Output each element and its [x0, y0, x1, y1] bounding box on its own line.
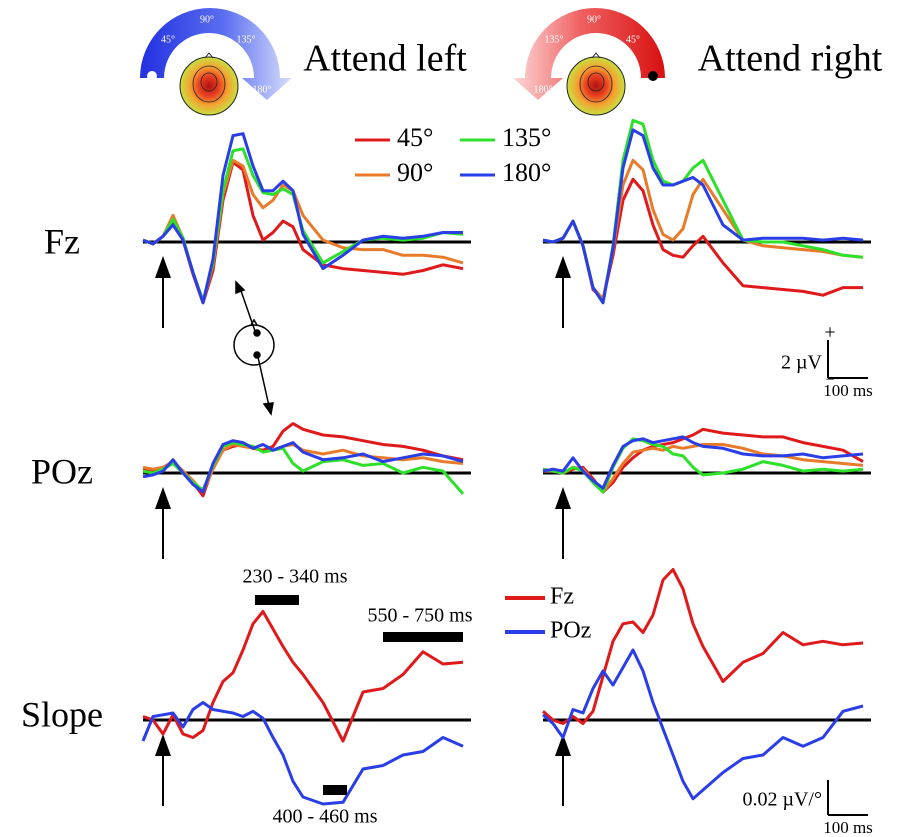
electrode-diagram [233, 280, 275, 416]
direction-icon-right [513, 8, 665, 116]
column-title: Attend right [698, 38, 883, 80]
time-window-label: 400 - 460 ms [273, 806, 378, 828]
time-window [383, 632, 463, 642]
scale-bar-x-label: 100 ms [823, 381, 873, 400]
angle-label: 45° [161, 34, 175, 45]
angle-label: 135° [237, 34, 256, 45]
angle-label: 135° [545, 34, 564, 45]
column-title: Attend left [303, 38, 467, 80]
legend-label: 90° [397, 158, 433, 187]
waveform [543, 443, 864, 494]
scale-bar-x-label: 100 ms [823, 818, 873, 837]
angle-label: 90° [587, 14, 601, 25]
legend-label: Fz [550, 584, 574, 610]
waveform [141, 701, 464, 806]
row-label: Fz [44, 221, 80, 261]
row-label: POz [31, 451, 93, 491]
scale-bar-plus: + [824, 322, 835, 344]
legend-label: 45° [397, 123, 433, 152]
onset-arrowhead [555, 256, 571, 278]
onset-arrowhead [155, 487, 171, 509]
scale-bar-y-label: 0.02 µV/° [742, 789, 822, 811]
onset-arrowhead [555, 734, 571, 756]
angle-label: 180° [253, 84, 272, 95]
waveform [542, 648, 864, 801]
legend-label: 135° [502, 123, 551, 152]
legend-label: 180° [502, 158, 551, 187]
legend-label: POz [550, 618, 591, 644]
time-window [255, 595, 299, 605]
onset-arrowhead [155, 256, 171, 278]
time-window-label: 550 - 750 ms [368, 605, 473, 627]
waveform [142, 610, 464, 743]
scale-bar-y-label: 2 µV [781, 352, 823, 374]
waveform [542, 128, 864, 305]
direction-icon-left [140, 8, 292, 116]
onset-arrowhead [155, 734, 171, 756]
angle-label: 180° [534, 84, 553, 95]
angle-label: 45° [626, 34, 640, 45]
row-label: Slope [21, 694, 103, 734]
time-window [323, 785, 347, 795]
waveform [542, 427, 864, 494]
waveform [542, 435, 864, 490]
waveform [542, 568, 864, 725]
scale-bar-minus: − [825, 372, 834, 389]
waveform [142, 132, 463, 305]
angle-label: 90° [200, 14, 214, 25]
onset-arrowhead [555, 487, 571, 509]
waveform [142, 439, 464, 494]
time-window-label: 230 - 340 ms [243, 566, 348, 588]
